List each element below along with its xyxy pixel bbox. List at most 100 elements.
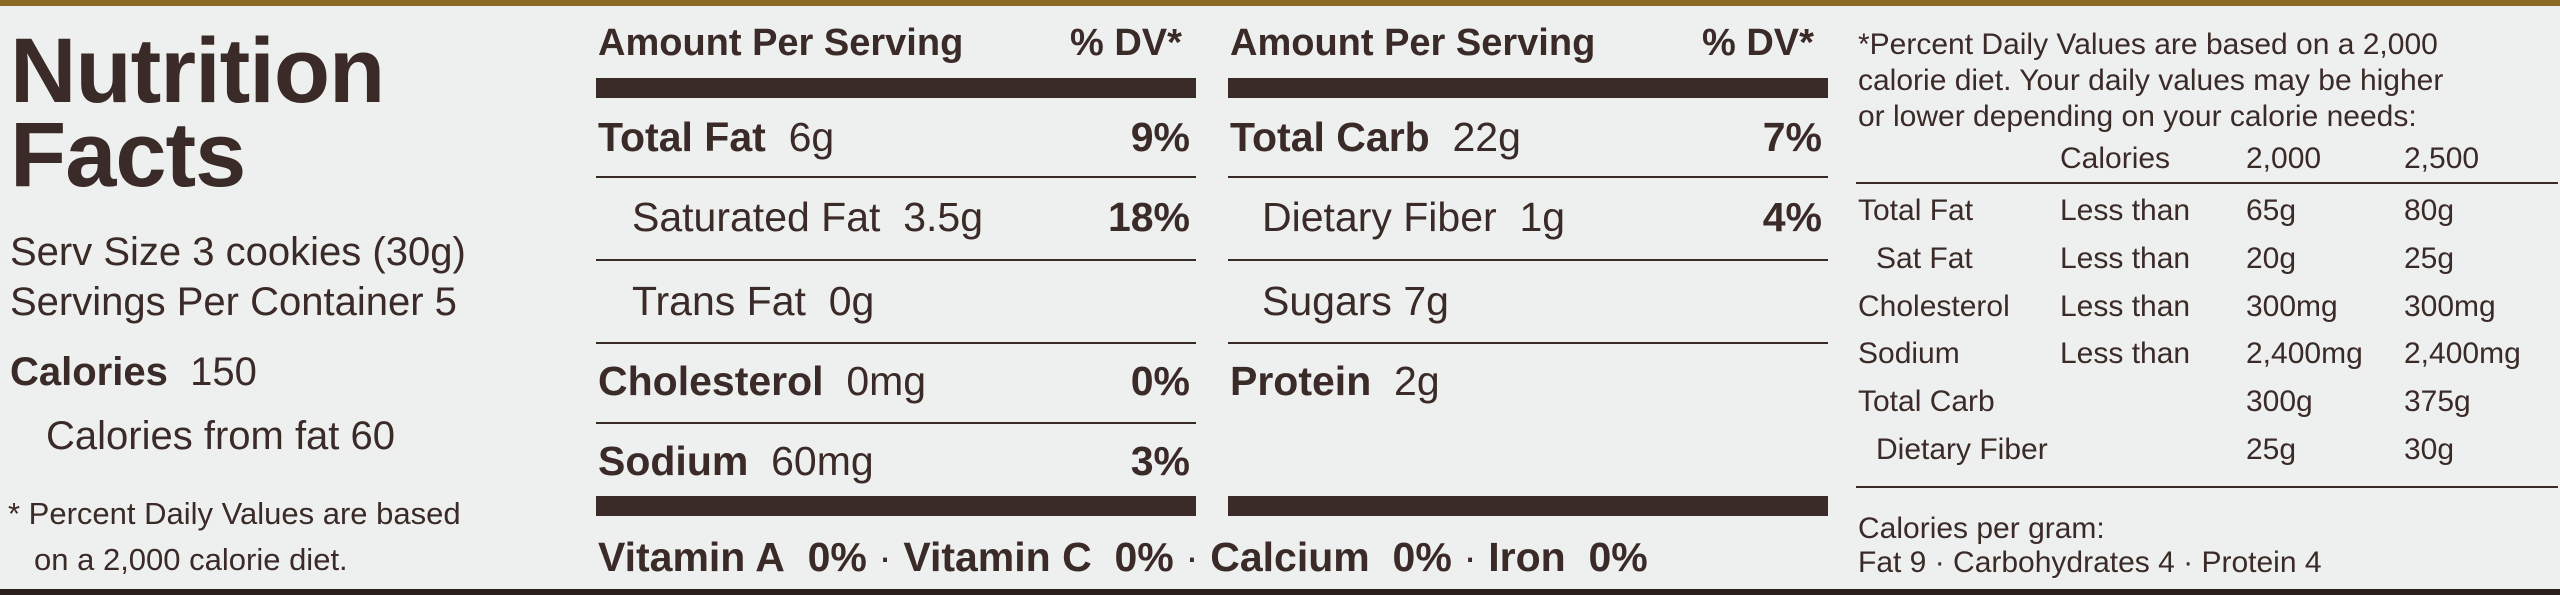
calories-label: Calories bbox=[10, 350, 168, 394]
right-bottom-thick-rule bbox=[1228, 496, 1828, 516]
left-row-cholesterol-dv: 0% bbox=[1130, 358, 1190, 404]
dv-2500: 80g bbox=[2404, 194, 2455, 227]
row-amount: 3.5g bbox=[903, 194, 984, 240]
calories-per-gram-values: Fat 9 · Carbohydrates 4 · Protein 4 bbox=[1858, 546, 2322, 579]
calories-from-fat: Calories from fat 60 bbox=[46, 414, 396, 458]
row-divider bbox=[1228, 342, 1828, 344]
row-label: Protein bbox=[1230, 358, 1372, 404]
left-row-total-fat: Total Fat 6g bbox=[598, 114, 834, 161]
dv-header-2000: 2,000 bbox=[2246, 142, 2322, 175]
dv-header-calories: Calories bbox=[2060, 142, 2171, 175]
row-divider bbox=[1228, 176, 1828, 178]
left-row-total-fat-dv: 9% bbox=[1130, 114, 1190, 160]
dv-note-line-1: *Percent Daily Values are based on a 2,0… bbox=[1858, 28, 2438, 61]
vitamin-label: Vitamin A bbox=[598, 534, 785, 580]
left-row-saturated-fat: Saturated Fat 3.5g bbox=[632, 194, 983, 241]
calories-row: Calories 150 bbox=[10, 350, 257, 395]
dv-qualifier: Less than bbox=[2060, 194, 2191, 227]
servings-per-container: Servings Per Container 5 bbox=[10, 280, 457, 324]
left-bottom-thick-rule bbox=[596, 496, 1196, 516]
row-label: Total Carb bbox=[1230, 114, 1430, 160]
dv-nutrient: Sodium bbox=[1858, 337, 1960, 370]
serving-size: Serv Size 3 cookies (30g) bbox=[10, 230, 466, 274]
row-label: Trans Fat bbox=[632, 278, 806, 324]
row-amount: 60mg bbox=[771, 438, 874, 484]
right-row-dietary-fiber: Dietary Fiber 1g bbox=[1262, 194, 1565, 241]
dv-2500: 30g bbox=[2404, 433, 2455, 466]
dv-2500: 375g bbox=[2404, 385, 2471, 418]
row-label: Cholesterol bbox=[598, 358, 824, 404]
right-row-dietary-fiber-dv: 4% bbox=[1762, 194, 1822, 240]
title-line-1: Nutrition bbox=[10, 20, 385, 122]
dv-qualifier: Less than bbox=[2060, 290, 2191, 323]
dv-nutrient: Dietary Fiber bbox=[1876, 433, 2048, 466]
row-label: Total Fat bbox=[598, 114, 766, 160]
dv-table-bottom-rule bbox=[1856, 486, 2558, 488]
row-amount: 1g bbox=[1519, 194, 1566, 240]
row-label: Dietary Fiber bbox=[1262, 194, 1497, 240]
left-row-saturated-fat-dv: 18% bbox=[1107, 194, 1190, 240]
left-header-amount: Amount Per Serving bbox=[598, 22, 964, 64]
right-row-total-carb: Total Carb 22g bbox=[1230, 114, 1521, 161]
nutrition-facts-panel: Nutrition Facts Serv Size 3 cookies (30g… bbox=[0, 6, 2560, 589]
left-row-sodium-dv: 3% bbox=[1130, 438, 1190, 484]
dv-2000: 20g bbox=[2246, 242, 2297, 275]
right-row-protein: Protein 2g bbox=[1230, 358, 1440, 405]
vitamin-value: 0% bbox=[807, 534, 867, 580]
separator: · bbox=[1185, 534, 1199, 580]
calories-value: 150 bbox=[190, 350, 257, 394]
right-header-amount: Amount Per Serving bbox=[1230, 22, 1596, 64]
vitamin-value: 0% bbox=[1114, 534, 1174, 580]
left-row-cholesterol: Cholesterol 0mg bbox=[598, 358, 926, 405]
dv-2000: 2,400mg bbox=[2246, 337, 2363, 370]
dv-nutrient: Cholesterol bbox=[1858, 290, 2010, 323]
dv-nutrient: Sat Fat bbox=[1876, 242, 1973, 275]
vitamin-value: 0% bbox=[1392, 534, 1452, 580]
dv-2000: 65g bbox=[2246, 194, 2297, 227]
dv-2500: 2,400mg bbox=[2404, 337, 2521, 370]
dv-2000: 300g bbox=[2246, 385, 2313, 418]
left-header-dv: % DV* bbox=[1070, 22, 1182, 64]
row-divider bbox=[596, 176, 1196, 178]
vitamins-row: Vitamin A 0% · Vitamin C 0% · Calcium 0%… bbox=[598, 534, 1648, 581]
dv-header-2500: 2,500 bbox=[2404, 142, 2480, 175]
dv-nutrient: Total Fat bbox=[1858, 194, 1974, 227]
dv-qualifier: Less than bbox=[2060, 337, 2191, 370]
row-amount: 6g bbox=[788, 114, 835, 160]
dv-table-rule bbox=[1856, 182, 2558, 184]
row-label: Saturated Fat bbox=[632, 194, 881, 240]
footnote-line-2: on a 2,000 calorie diet. bbox=[34, 542, 348, 577]
footnote-line-1: * Percent Daily Values are based bbox=[8, 496, 461, 531]
row-divider bbox=[596, 342, 1196, 344]
vitamin-label: Iron bbox=[1488, 534, 1566, 580]
right-header-dv: % DV* bbox=[1702, 22, 1814, 64]
dv-2000: 25g bbox=[2246, 433, 2297, 466]
row-label: Sugars bbox=[1262, 278, 1392, 324]
row-label: Sodium bbox=[598, 438, 749, 484]
right-thick-rule bbox=[1228, 78, 1828, 98]
left-thick-rule bbox=[596, 78, 1196, 98]
dv-note-line-2: calorie diet. Your daily values may be h… bbox=[1858, 64, 2444, 97]
separator: · bbox=[878, 534, 892, 580]
row-amount: 0mg bbox=[846, 358, 927, 404]
title-line-2: Facts bbox=[10, 104, 246, 206]
dv-note-line-3: or lower depending on your calorie needs… bbox=[1858, 100, 2417, 133]
dv-2000: 300mg bbox=[2246, 290, 2338, 323]
separator: · bbox=[1463, 534, 1477, 580]
dv-nutrient: Total Carb bbox=[1858, 385, 1995, 418]
vitamin-value: 0% bbox=[1588, 534, 1648, 580]
row-amount: 22g bbox=[1452, 114, 1521, 160]
dv-2500: 300mg bbox=[2404, 290, 2496, 323]
dv-2500: 25g bbox=[2404, 242, 2455, 275]
calories-per-gram-label: Calories per gram: bbox=[1858, 512, 2105, 545]
left-row-sodium: Sodium 60mg bbox=[598, 438, 874, 485]
row-amount: 2g bbox=[1394, 358, 1440, 404]
row-amount: 7g bbox=[1403, 278, 1449, 324]
right-row-total-carb-dv: 7% bbox=[1762, 114, 1822, 160]
row-divider bbox=[596, 422, 1196, 424]
row-divider bbox=[596, 259, 1196, 261]
vitamin-label: Vitamin C bbox=[903, 534, 1092, 580]
right-row-sugars: Sugars 7g bbox=[1262, 278, 1449, 325]
vitamin-label: Calcium bbox=[1210, 534, 1370, 580]
left-row-trans-fat: Trans Fat 0g bbox=[632, 278, 874, 325]
